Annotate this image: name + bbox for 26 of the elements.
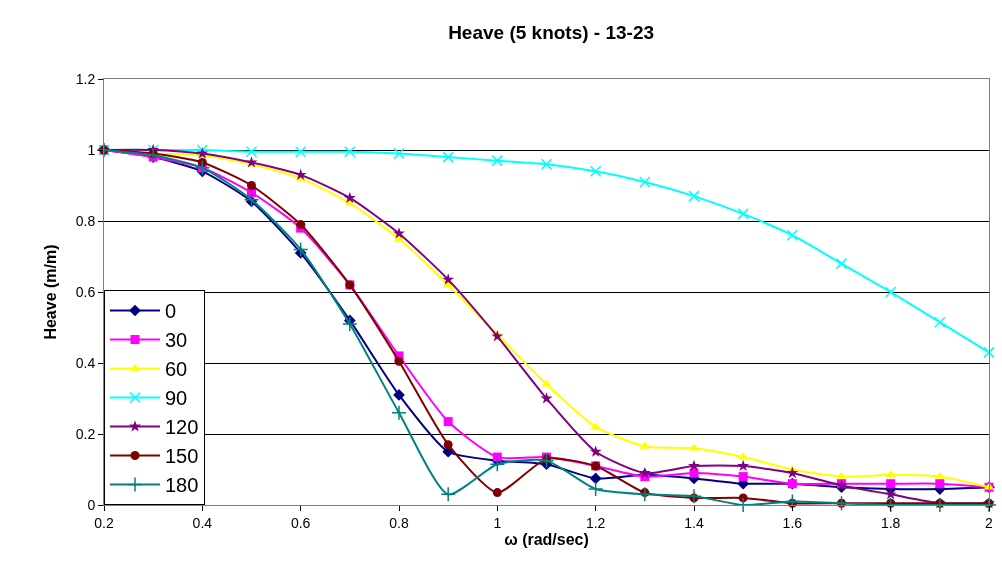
x-tick-label: 0.8 [389, 514, 409, 531]
legend-label: 0 [165, 300, 177, 323]
y-tick-label: 0.6 [75, 283, 96, 300]
legend-label: 30 [165, 329, 188, 352]
x-tick-label: 1.6 [782, 514, 803, 531]
legend-label: 150 [165, 445, 199, 468]
x-tick-label: 1 [493, 514, 502, 531]
legend-label: 60 [165, 358, 188, 381]
legend-label: 180 [165, 474, 199, 497]
x-tick-label: 1.4 [684, 514, 704, 531]
y-axis-title: Heave (m/m) [41, 244, 59, 340]
y-tick-label: 0.4 [75, 354, 96, 371]
chart-title: Heave (5 knots) - 13-23 [448, 22, 655, 44]
y-tick-label: 0 [87, 496, 96, 513]
y-tick-label: 1 [87, 141, 96, 158]
y-tick-label: 1.2 [75, 70, 96, 87]
x-tick-label: 1.2 [585, 514, 606, 531]
x-tick-label: 1.8 [880, 514, 901, 531]
x-tick-label: 0.6 [290, 514, 311, 531]
legend-label: 120 [165, 416, 199, 439]
x-tick-label: 2 [985, 514, 994, 531]
x-axis-title: ω (rad/sec) [504, 530, 589, 548]
legend-label: 90 [165, 387, 188, 410]
y-tick-label: 0.8 [75, 212, 96, 229]
x-tick-label: 0.4 [192, 514, 213, 531]
y-tick-label: 0.2 [75, 425, 96, 442]
